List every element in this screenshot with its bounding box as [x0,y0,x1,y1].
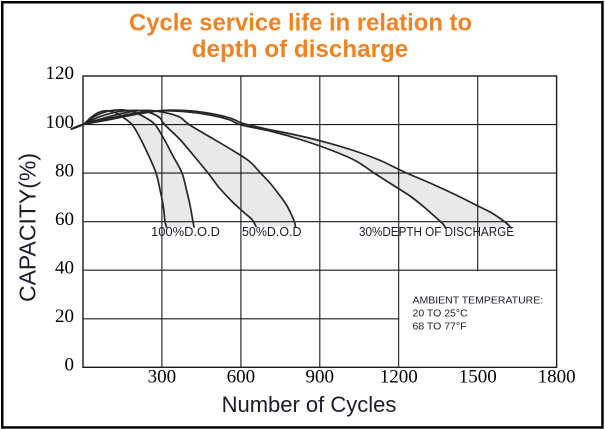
svg-text:40: 40 [55,257,74,278]
svg-text:120: 120 [46,63,75,84]
svg-text:30%DEPTH OF DISCHARGE: 30%DEPTH OF DISCHARGE [359,224,514,239]
svg-text:20 TO 25°C: 20 TO 25°C [413,308,469,320]
svg-text:1800: 1800 [538,367,576,388]
svg-text:100%D.O.D: 100%D.O.D [151,224,220,239]
svg-text:300: 300 [148,367,177,388]
svg-text:600: 600 [227,367,256,388]
svg-text:68 TO 77°F: 68 TO 77°F [413,321,467,333]
svg-text:0: 0 [65,355,75,376]
svg-text:1500: 1500 [459,367,497,388]
svg-text:CAPACITY(%): CAPACITY(%) [15,153,41,302]
svg-text:1200: 1200 [380,367,418,388]
svg-text:AMBIENT TEMPERATURE:: AMBIENT TEMPERATURE: [413,295,544,307]
svg-text:60: 60 [55,209,74,230]
svg-text:50%D.O.D: 50%D.O.D [242,224,302,239]
svg-text:depth of discharge: depth of discharge [192,36,409,63]
svg-text:20: 20 [55,306,74,327]
svg-text:80: 80 [55,160,74,181]
svg-text:Cycle service life in relation: Cycle service life in relation to [129,10,472,37]
svg-text:100: 100 [46,112,75,133]
svg-text:900: 900 [306,367,335,388]
svg-text:Number of Cycles: Number of Cycles [222,392,397,417]
